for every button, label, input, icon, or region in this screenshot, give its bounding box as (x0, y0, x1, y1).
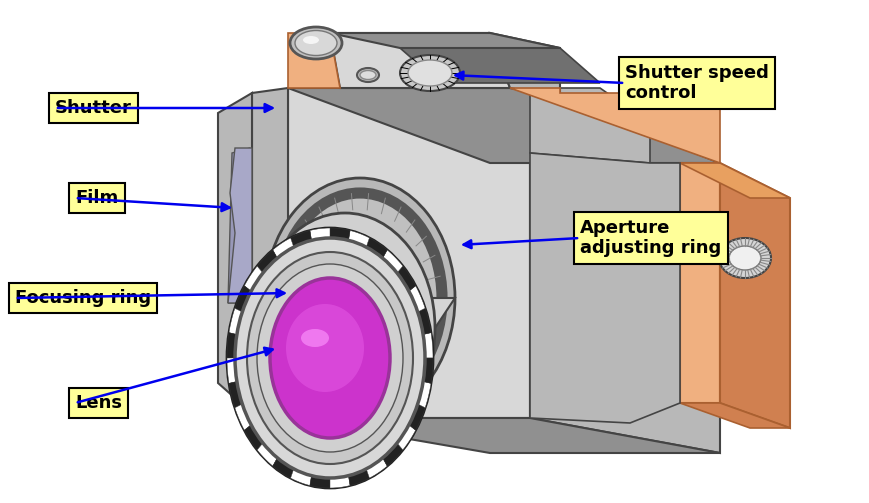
Polygon shape (218, 93, 252, 413)
Polygon shape (365, 456, 387, 478)
Ellipse shape (408, 60, 452, 86)
Polygon shape (348, 467, 369, 485)
Ellipse shape (269, 278, 389, 438)
Polygon shape (415, 381, 430, 408)
Polygon shape (229, 381, 244, 408)
Polygon shape (288, 88, 720, 163)
Polygon shape (273, 456, 294, 478)
Polygon shape (529, 153, 680, 423)
Polygon shape (244, 266, 264, 292)
Polygon shape (395, 266, 415, 292)
Polygon shape (235, 403, 252, 430)
Polygon shape (395, 424, 415, 450)
Ellipse shape (289, 27, 342, 59)
Polygon shape (288, 418, 720, 453)
Ellipse shape (255, 213, 434, 443)
Polygon shape (309, 474, 329, 488)
Ellipse shape (302, 36, 319, 44)
Polygon shape (227, 332, 238, 358)
Polygon shape (309, 228, 329, 242)
Ellipse shape (400, 55, 460, 91)
Polygon shape (348, 230, 369, 249)
Polygon shape (257, 250, 278, 275)
Text: Lens: Lens (75, 394, 122, 412)
Ellipse shape (718, 238, 770, 278)
Ellipse shape (247, 252, 413, 464)
Ellipse shape (286, 304, 363, 392)
Polygon shape (365, 238, 387, 260)
Polygon shape (720, 163, 789, 428)
Polygon shape (381, 250, 402, 275)
Polygon shape (407, 286, 425, 313)
Text: Aperture
adjusting ring: Aperture adjusting ring (580, 219, 720, 258)
Text: Film: Film (75, 189, 118, 207)
Polygon shape (244, 424, 264, 450)
Polygon shape (329, 33, 509, 88)
Polygon shape (290, 467, 311, 485)
Polygon shape (273, 238, 294, 260)
Polygon shape (288, 33, 340, 88)
Ellipse shape (227, 228, 433, 488)
Polygon shape (288, 88, 529, 418)
Polygon shape (529, 88, 720, 453)
Polygon shape (227, 358, 238, 383)
Ellipse shape (728, 246, 760, 270)
Ellipse shape (235, 238, 425, 478)
Polygon shape (415, 308, 430, 335)
Polygon shape (680, 403, 789, 428)
Polygon shape (421, 332, 433, 358)
Polygon shape (421, 358, 433, 383)
Ellipse shape (360, 70, 375, 79)
Polygon shape (228, 148, 252, 303)
Polygon shape (252, 88, 288, 418)
Ellipse shape (278, 193, 441, 403)
Polygon shape (235, 286, 252, 313)
Ellipse shape (265, 178, 454, 418)
Text: Shutter: Shutter (55, 99, 132, 117)
Polygon shape (680, 163, 720, 403)
Polygon shape (329, 33, 560, 48)
Polygon shape (680, 163, 789, 198)
Ellipse shape (301, 329, 328, 347)
Polygon shape (407, 403, 425, 430)
Polygon shape (489, 33, 560, 98)
Polygon shape (229, 308, 244, 335)
Polygon shape (255, 298, 454, 328)
Polygon shape (381, 442, 402, 466)
Polygon shape (329, 228, 349, 242)
Polygon shape (235, 298, 454, 358)
Polygon shape (228, 148, 252, 303)
Polygon shape (509, 88, 720, 163)
Polygon shape (290, 230, 311, 249)
Text: Shutter speed
control: Shutter speed control (624, 63, 768, 103)
Ellipse shape (256, 264, 402, 452)
Polygon shape (329, 474, 349, 488)
Text: Focusing ring: Focusing ring (15, 289, 151, 307)
Ellipse shape (295, 31, 336, 55)
Ellipse shape (356, 68, 379, 82)
Polygon shape (257, 442, 278, 466)
Polygon shape (529, 88, 560, 98)
Polygon shape (529, 88, 649, 163)
Polygon shape (400, 48, 600, 83)
